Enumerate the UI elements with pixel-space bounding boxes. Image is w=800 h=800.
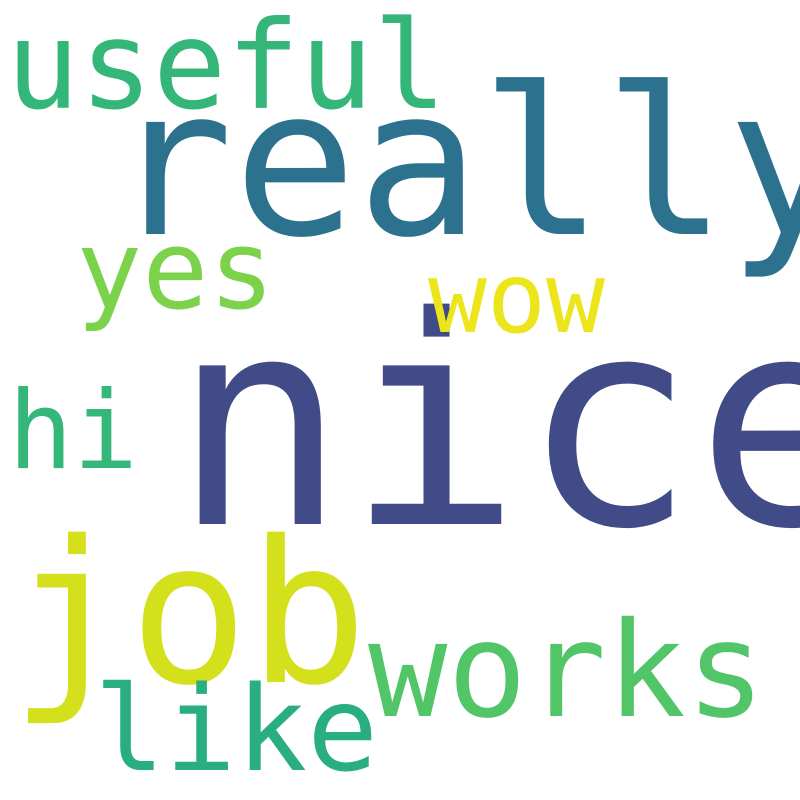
word-job: job bbox=[10, 498, 368, 729]
word-useful: useful bbox=[6, 0, 447, 137]
word-nice: nice bbox=[172, 256, 800, 593]
word-wow: wow bbox=[428, 242, 606, 356]
word-hi: hi bbox=[8, 369, 139, 494]
word-really: really bbox=[110, 45, 800, 283]
word-works: works bbox=[368, 594, 766, 748]
word-like: like bbox=[94, 660, 379, 798]
word-yes: yes bbox=[76, 206, 275, 334]
